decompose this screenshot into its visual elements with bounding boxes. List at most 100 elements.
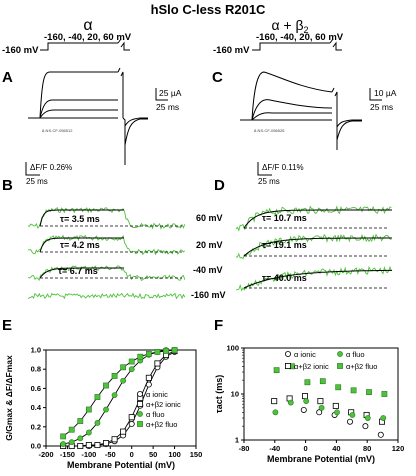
data-point-f-2-4 (334, 409, 340, 416)
x-tick-label-e-4: 0 (130, 450, 134, 459)
x-tick-label-f-0: -80 (239, 444, 250, 453)
tau-label-d-m40: τ= 40.0 ms (262, 273, 307, 283)
data-point-e-0-8 (128, 420, 135, 427)
legend-marker-e-0 (136, 390, 143, 397)
legend-label-f-1: α+β2 ionic (294, 362, 329, 371)
data-point-f-2-6 (364, 415, 371, 421)
data-point-e-3-10 (145, 350, 152, 357)
holding-potential-left: -160 mV (2, 45, 39, 56)
x-tick-label-f-5: 120 (392, 444, 405, 453)
data-point-e-1-8 (128, 414, 135, 421)
data-point-e-3-4 (94, 394, 101, 400)
legend-label-e-2: α fluo (146, 410, 165, 419)
protocol-levels-right: -160, -40, 20, 60 mV (256, 32, 344, 43)
data-point-e-2-7 (120, 377, 127, 384)
data-point-f-3-6 (366, 389, 372, 395)
tau-label-b-m40: τ= 6.7 ms (58, 266, 98, 276)
panel-label-d: D (214, 177, 225, 194)
fluorescence-trace-d-m40 (235, 265, 392, 292)
y-tick-label-e-3: 0.6 (31, 384, 41, 393)
x-tick-label-f-3: 40 (332, 444, 340, 453)
plot-frame-e (45, 349, 197, 447)
tau-label-d-60: τ= 10.7 ms (262, 213, 307, 223)
data-point-e-2-1 (68, 439, 75, 446)
data-point-e-3-3 (85, 406, 92, 413)
legend-marker-e-1 (136, 400, 143, 407)
y-tick-label-f-1: 10 (231, 390, 239, 399)
legend-label-e-1: α+β2 ionic (146, 400, 181, 409)
fluorescence-trace-b-m40 (27, 265, 186, 282)
exponential-fit-b-20 (39, 237, 124, 253)
data-point-e-1-4 (94, 442, 101, 449)
data-point-f-3-3 (319, 378, 326, 385)
x-tick-label-e-3: -50 (105, 450, 116, 459)
scale-bar-d-time: 25 ms (258, 177, 280, 186)
protocol-diagram-right (252, 38, 342, 51)
tau-label-b-20: τ= 4.2 ms (60, 240, 100, 250)
data-point-f-3-0 (273, 367, 280, 374)
data-point-e-3-9 (137, 353, 144, 360)
data-point-f-1-4 (332, 402, 339, 409)
legend-label-e-3: α+β2 fluo (146, 420, 177, 429)
x-tick-label-f-1: -40 (269, 444, 280, 453)
data-point-f-1-0 (271, 398, 278, 405)
legend-label-f-0: α ionic (294, 350, 316, 359)
x-axis-label-e: Membrane Potential (mV) (67, 460, 175, 470)
panel-label-e: E (2, 317, 12, 334)
data-point-e-2-8 (128, 366, 135, 373)
legend-marker-e-2 (137, 411, 143, 417)
scale-bar-d-fluor: ΔF/F 0.11% (262, 163, 304, 172)
x-axis-label-f: Membrane Potential (mV) (267, 454, 375, 464)
protocol-levels-left: -160, -40, 20, 60 mV (44, 32, 132, 43)
data-point-f-0-7 (377, 431, 384, 438)
data-point-e-3-6 (111, 373, 118, 379)
data-point-e-2-6 (111, 392, 118, 399)
y-tick-label-e-2: 0.4 (31, 403, 42, 412)
panel-label-f: F (214, 317, 223, 334)
data-point-e-2-3 (85, 429, 92, 436)
legend-label-f-2: α fluo (346, 350, 365, 359)
exponential-fit-d-60 (243, 209, 392, 229)
x-tick-label-e-7: 150 (190, 450, 203, 459)
y-tick-label-f-2: 100 (226, 344, 239, 353)
data-point-f-0-3 (316, 409, 323, 416)
column-label-alpha: α (83, 17, 92, 34)
figure-title: hSlo C-less R201C (151, 2, 266, 17)
y-axis-label-f: τact (ms) (214, 375, 224, 414)
data-point-f-0-2 (300, 406, 307, 413)
data-point-f-0-6 (362, 423, 369, 430)
data-point-e-3-5 (103, 382, 109, 389)
data-point-e-3-13 (171, 347, 178, 353)
data-point-e-1-5 (103, 440, 110, 447)
data-point-f-2-2 (303, 398, 310, 405)
x-tick-label-f-4: 80 (363, 444, 371, 453)
x-tick-label-f-2: 0 (304, 444, 308, 453)
x-tick-label-e-0: -200 (38, 450, 53, 459)
data-point-f-3-2 (304, 379, 311, 386)
x-tick-label-e-6: 100 (168, 450, 181, 459)
data-point-e-2-5 (103, 406, 109, 413)
fluorescence-trace-d-20 (235, 233, 392, 260)
data-point-e-3-0 (60, 433, 67, 440)
data-point-e-2-4 (94, 420, 101, 426)
y-tick-label-e-0: 0.0 (31, 442, 41, 451)
panel-label-b: B (2, 177, 13, 194)
data-point-f-3-5 (350, 387, 357, 394)
legend-marker-f-3 (337, 363, 343, 369)
y-tick-label-e-4: 0.8 (31, 365, 41, 374)
exponential-fit-d-m40 (243, 269, 392, 289)
data-point-f-1-2 (301, 393, 308, 400)
data-point-f-2-7 (380, 415, 387, 421)
legend-marker-f-1 (284, 362, 291, 369)
exponential-fit-b-60 (39, 209, 124, 227)
scale-bar-a-current: 25 µA (159, 88, 182, 98)
data-point-f-2-1 (287, 399, 294, 406)
data-point-e-2-2 (77, 435, 84, 442)
scale-bar-a (155, 88, 168, 101)
data-point-f-2-5 (349, 412, 356, 418)
data-point-f-0-5 (346, 418, 353, 425)
tau-label-d-20: τ= 19.1 ms (262, 240, 307, 250)
data-point-f-3-7 (381, 391, 388, 397)
